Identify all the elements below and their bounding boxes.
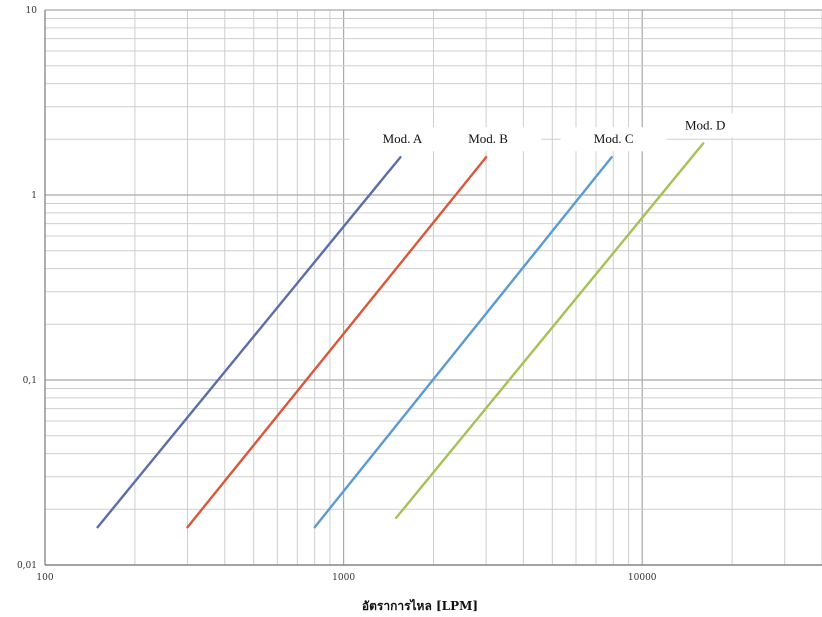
- axes: [44, 10, 822, 566]
- series-label: Mod. A: [383, 131, 423, 146]
- series-label: Mod. B: [468, 131, 508, 146]
- series-line-mod-b: [186, 155, 488, 529]
- series-line-mod-d: [395, 142, 705, 519]
- x-tick-label: 100: [36, 573, 53, 583]
- x-tick-label: 1000: [332, 573, 355, 583]
- x-tick-label: 10000: [628, 573, 657, 583]
- series-line-mod-c: [313, 155, 613, 529]
- y-tick-label: 10: [26, 6, 38, 16]
- series-labels: Mod. A Mod. B Mod. C Mod. D: [349, 113, 759, 152]
- series-label-box: [560, 127, 667, 152]
- series-label: Mod. C: [594, 131, 634, 146]
- series-label-box: [349, 127, 456, 152]
- x-axis-label: อัตราการไหล [LPM]: [362, 598, 478, 613]
- series-label: Mod. D: [685, 117, 725, 132]
- gridlines: [45, 9, 822, 566]
- series-label-box: [652, 113, 759, 138]
- series-lines: [96, 142, 705, 529]
- series-line-mod-a: [96, 155, 402, 529]
- series-label-box: [435, 127, 542, 152]
- y-tick-label: 0,1: [23, 376, 37, 386]
- tick-labels: 100 1000 10000 0,01 0,1 1 10: [17, 6, 657, 583]
- y-tick-label: 0,01: [17, 561, 37, 571]
- y-tick-label: 1: [31, 191, 37, 201]
